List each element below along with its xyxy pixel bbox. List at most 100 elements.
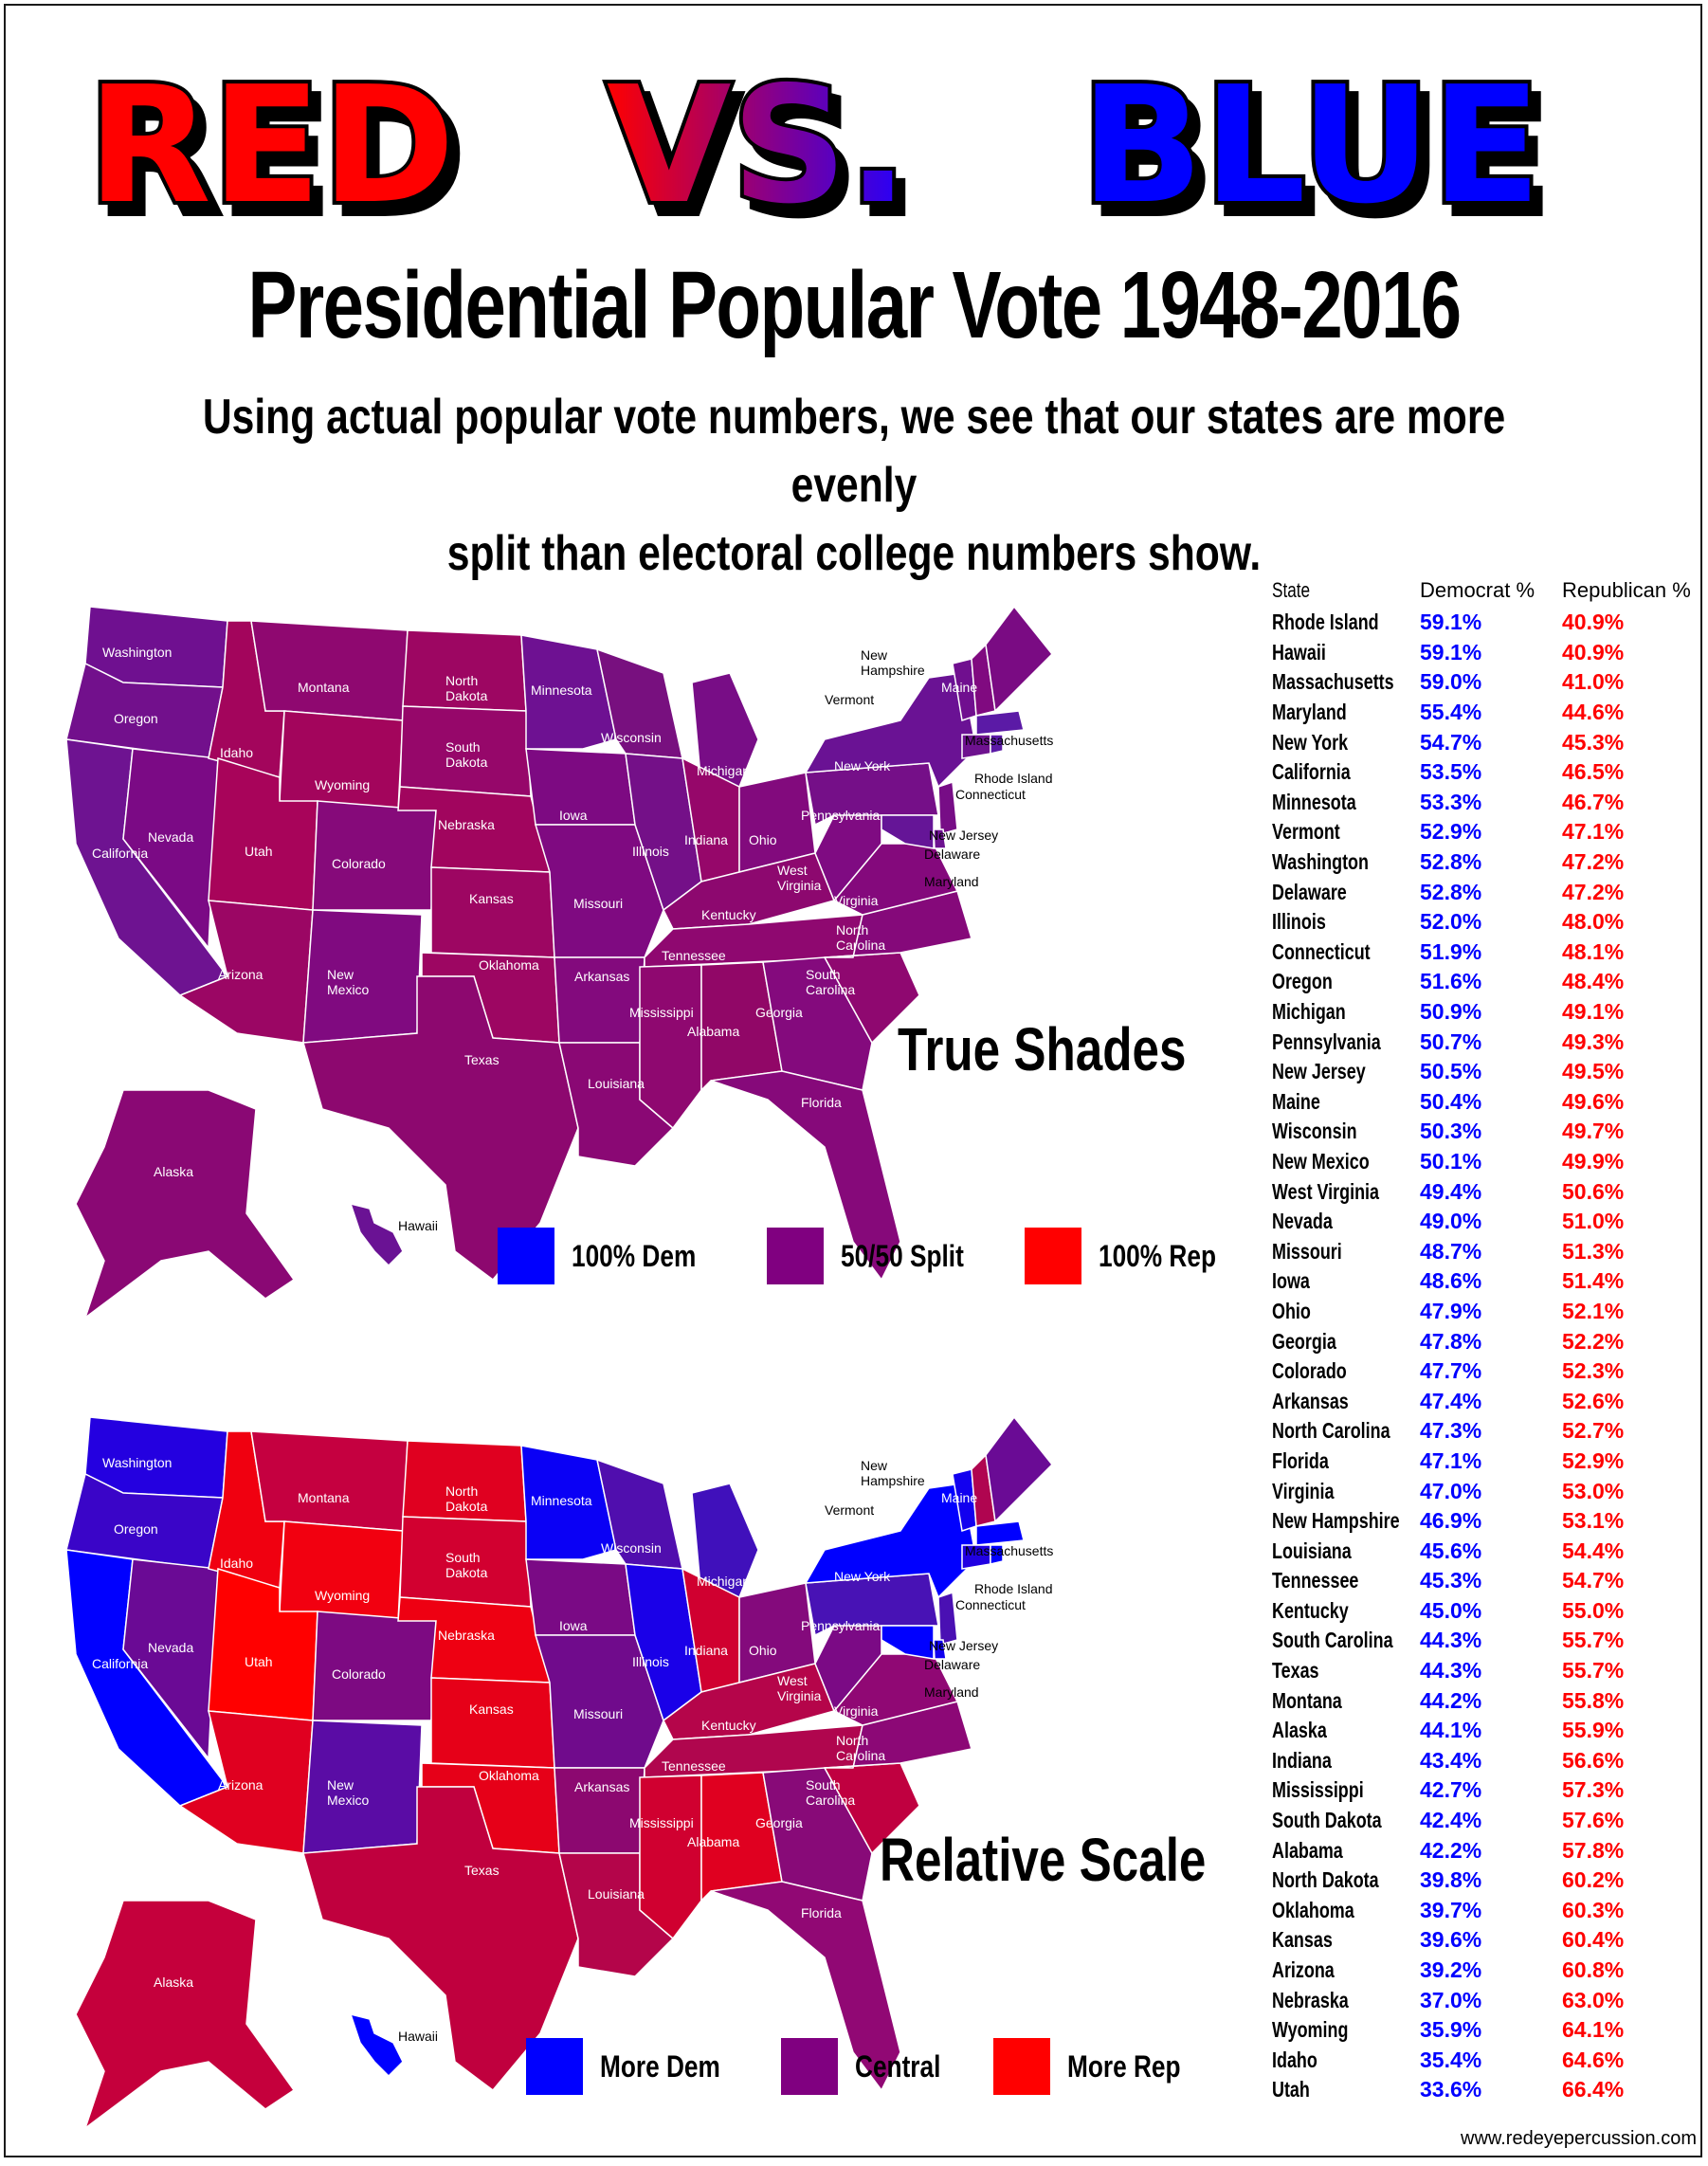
table-row: Montana 44.2% 55.8% bbox=[1272, 1685, 1699, 1716]
state-maine bbox=[985, 1415, 1054, 1523]
table-row: Kansas 39.6% 60.4% bbox=[1272, 1925, 1699, 1956]
row-state-name: Alabama bbox=[1272, 1837, 1343, 1863]
row-democrat-pct: 45.3% bbox=[1420, 1568, 1482, 1593]
row-democrat-pct: 43.4% bbox=[1420, 1747, 1482, 1773]
map-state-label: Oklahoma bbox=[479, 957, 539, 973]
map-state-label: Virginia bbox=[834, 1703, 879, 1719]
map-state-label: Illinois bbox=[632, 1654, 669, 1669]
poster-frame bbox=[4, 4, 1702, 2157]
state-georgia bbox=[762, 956, 873, 1091]
row-state-name: Minnesota bbox=[1272, 789, 1356, 814]
map-state-label: Montana bbox=[298, 1490, 350, 1505]
map-state-label: Iowa bbox=[559, 1618, 588, 1633]
row-republican-pct: 63.0% bbox=[1562, 1987, 1625, 2012]
state-mississippi bbox=[639, 1775, 702, 1940]
map-state-label: Maryland bbox=[924, 1684, 979, 1700]
row-state-name: Texas bbox=[1272, 1658, 1319, 1684]
map-state-label: North Dakota bbox=[445, 673, 488, 703]
map-state-label: Minnesota bbox=[531, 1493, 592, 1508]
title-vs-shadow: VS. bbox=[616, 64, 918, 246]
map-state-label: Vermont bbox=[825, 1502, 875, 1518]
row-republican-pct: 64.6% bbox=[1562, 2047, 1625, 2072]
row-republican-pct: 66.4% bbox=[1562, 2077, 1625, 2102]
table-row: Iowa 48.6% 51.4% bbox=[1272, 1266, 1699, 1297]
row-republican-pct: 47.1% bbox=[1562, 819, 1625, 845]
map-state-label: Iowa bbox=[559, 808, 588, 823]
row-democrat-pct: 52.8% bbox=[1420, 879, 1482, 904]
state-florida bbox=[710, 1070, 901, 1282]
row-republican-pct: 55.9% bbox=[1562, 1718, 1625, 1743]
row-state-name: Virginia bbox=[1272, 1478, 1335, 1503]
table-row: Georgia 47.8% 52.2% bbox=[1272, 1326, 1699, 1356]
subtitle: Presidential Popular Vote 1948-2016 bbox=[247, 252, 1462, 358]
table-row: Illinois 52.0% 48.0% bbox=[1272, 907, 1699, 937]
row-state-name: North Carolina bbox=[1272, 1418, 1390, 1444]
row-democrat-pct: 53.3% bbox=[1420, 789, 1482, 814]
row-state-name: Georgia bbox=[1272, 1328, 1336, 1354]
map-state-label: New Mexico bbox=[327, 967, 370, 997]
map-state-label: Rhode Island bbox=[974, 771, 1053, 786]
table-row: Maryland 55.4% 44.6% bbox=[1272, 698, 1699, 728]
title-blue-shadow: BLUE bbox=[1090, 64, 1551, 246]
legend-item-more-dem: More Dem bbox=[526, 2038, 747, 2095]
row-democrat-pct: 50.9% bbox=[1420, 999, 1482, 1025]
row-democrat-pct: 50.3% bbox=[1420, 1119, 1482, 1144]
map-state-label: Maine bbox=[941, 680, 978, 695]
map-state-label: Rhode Island bbox=[974, 1581, 1053, 1596]
row-republican-pct: 49.9% bbox=[1562, 1148, 1625, 1174]
map-state-label: Delaware bbox=[924, 1657, 981, 1672]
map-state-label: Missouri bbox=[573, 1706, 624, 1721]
row-state-name: Maryland bbox=[1272, 700, 1347, 725]
row-state-name: Arizona bbox=[1272, 1957, 1335, 1983]
intro-line-1: Using actual popular vote numbers, we se… bbox=[202, 390, 1506, 513]
table-row: Arkansas 47.4% 52.6% bbox=[1272, 1386, 1699, 1416]
map-state-label: Idaho bbox=[220, 745, 254, 760]
table-row: Wyoming 35.9% 64.1% bbox=[1272, 2015, 1699, 2046]
row-democrat-pct: 49.4% bbox=[1420, 1178, 1482, 1204]
map-state-label: Maine bbox=[941, 1490, 978, 1505]
state-maryland bbox=[881, 814, 935, 849]
row-democrat-pct: 47.7% bbox=[1420, 1358, 1482, 1384]
row-democrat-pct: 53.5% bbox=[1420, 759, 1482, 785]
table-row: Vermont 52.9% 47.1% bbox=[1272, 817, 1699, 847]
legend-item-100-dem: 100% Dem bbox=[498, 1228, 723, 1284]
intro-text: Using actual popular vote numbers, we se… bbox=[200, 383, 1507, 588]
row-republican-pct: 52.1% bbox=[1562, 1298, 1625, 1323]
table-row: Massachusetts 59.0% 41.0% bbox=[1272, 667, 1699, 698]
row-republican-pct: 46.5% bbox=[1562, 759, 1625, 785]
row-republican-pct: 56.6% bbox=[1562, 1747, 1625, 1773]
row-republican-pct: 51.0% bbox=[1562, 1209, 1625, 1234]
table-row: Ohio 47.9% 52.1% bbox=[1272, 1297, 1699, 1327]
map-state-label: Oklahoma bbox=[479, 1768, 539, 1783]
row-democrat-pct: 52.0% bbox=[1420, 909, 1482, 935]
map-state-label: Massachusetts bbox=[965, 1543, 1054, 1558]
map-state-label: New York bbox=[834, 1569, 891, 1584]
state-georgia bbox=[762, 1767, 873, 1902]
row-state-name: Massachusetts bbox=[1272, 669, 1394, 695]
intro-line-2: split than electoral college numbers sho… bbox=[446, 526, 1262, 581]
map-state-label: Kansas bbox=[469, 891, 514, 906]
row-democrat-pct: 50.1% bbox=[1420, 1148, 1482, 1174]
row-state-name: Michigan bbox=[1272, 999, 1346, 1025]
table-row: Texas 44.3% 55.7% bbox=[1272, 1656, 1699, 1686]
map-state-label: Texas bbox=[464, 1863, 500, 1878]
table-row: Kentucky 45.0% 55.0% bbox=[1272, 1596, 1699, 1627]
row-republican-pct: 51.3% bbox=[1562, 1238, 1625, 1264]
legend-swatch-purple bbox=[767, 1228, 825, 1284]
row-state-name: Indiana bbox=[1272, 1747, 1332, 1773]
table-row: Indiana 43.4% 56.6% bbox=[1272, 1746, 1699, 1776]
row-democrat-pct: 47.9% bbox=[1420, 1298, 1482, 1323]
row-state-name: Tennessee bbox=[1272, 1568, 1359, 1593]
table-row: Virginia 47.0% 53.0% bbox=[1272, 1476, 1699, 1506]
row-state-name: North Dakota bbox=[1272, 1867, 1379, 1893]
row-republican-pct: 44.6% bbox=[1562, 700, 1625, 725]
title-vs: VS. bbox=[607, 52, 909, 240]
legend-item-100-rep: 100% Rep bbox=[1025, 1228, 1242, 1284]
map-state-label: Nebraska bbox=[438, 1628, 495, 1643]
row-state-name: South Dakota bbox=[1272, 1808, 1382, 1833]
map-state-label: Alaska bbox=[154, 1164, 194, 1179]
row-democrat-pct: 44.3% bbox=[1420, 1658, 1482, 1684]
state-florida bbox=[710, 1881, 901, 2092]
map-state-label: Kentucky bbox=[701, 907, 756, 922]
header-democrat: Democrat % bbox=[1420, 578, 1535, 602]
